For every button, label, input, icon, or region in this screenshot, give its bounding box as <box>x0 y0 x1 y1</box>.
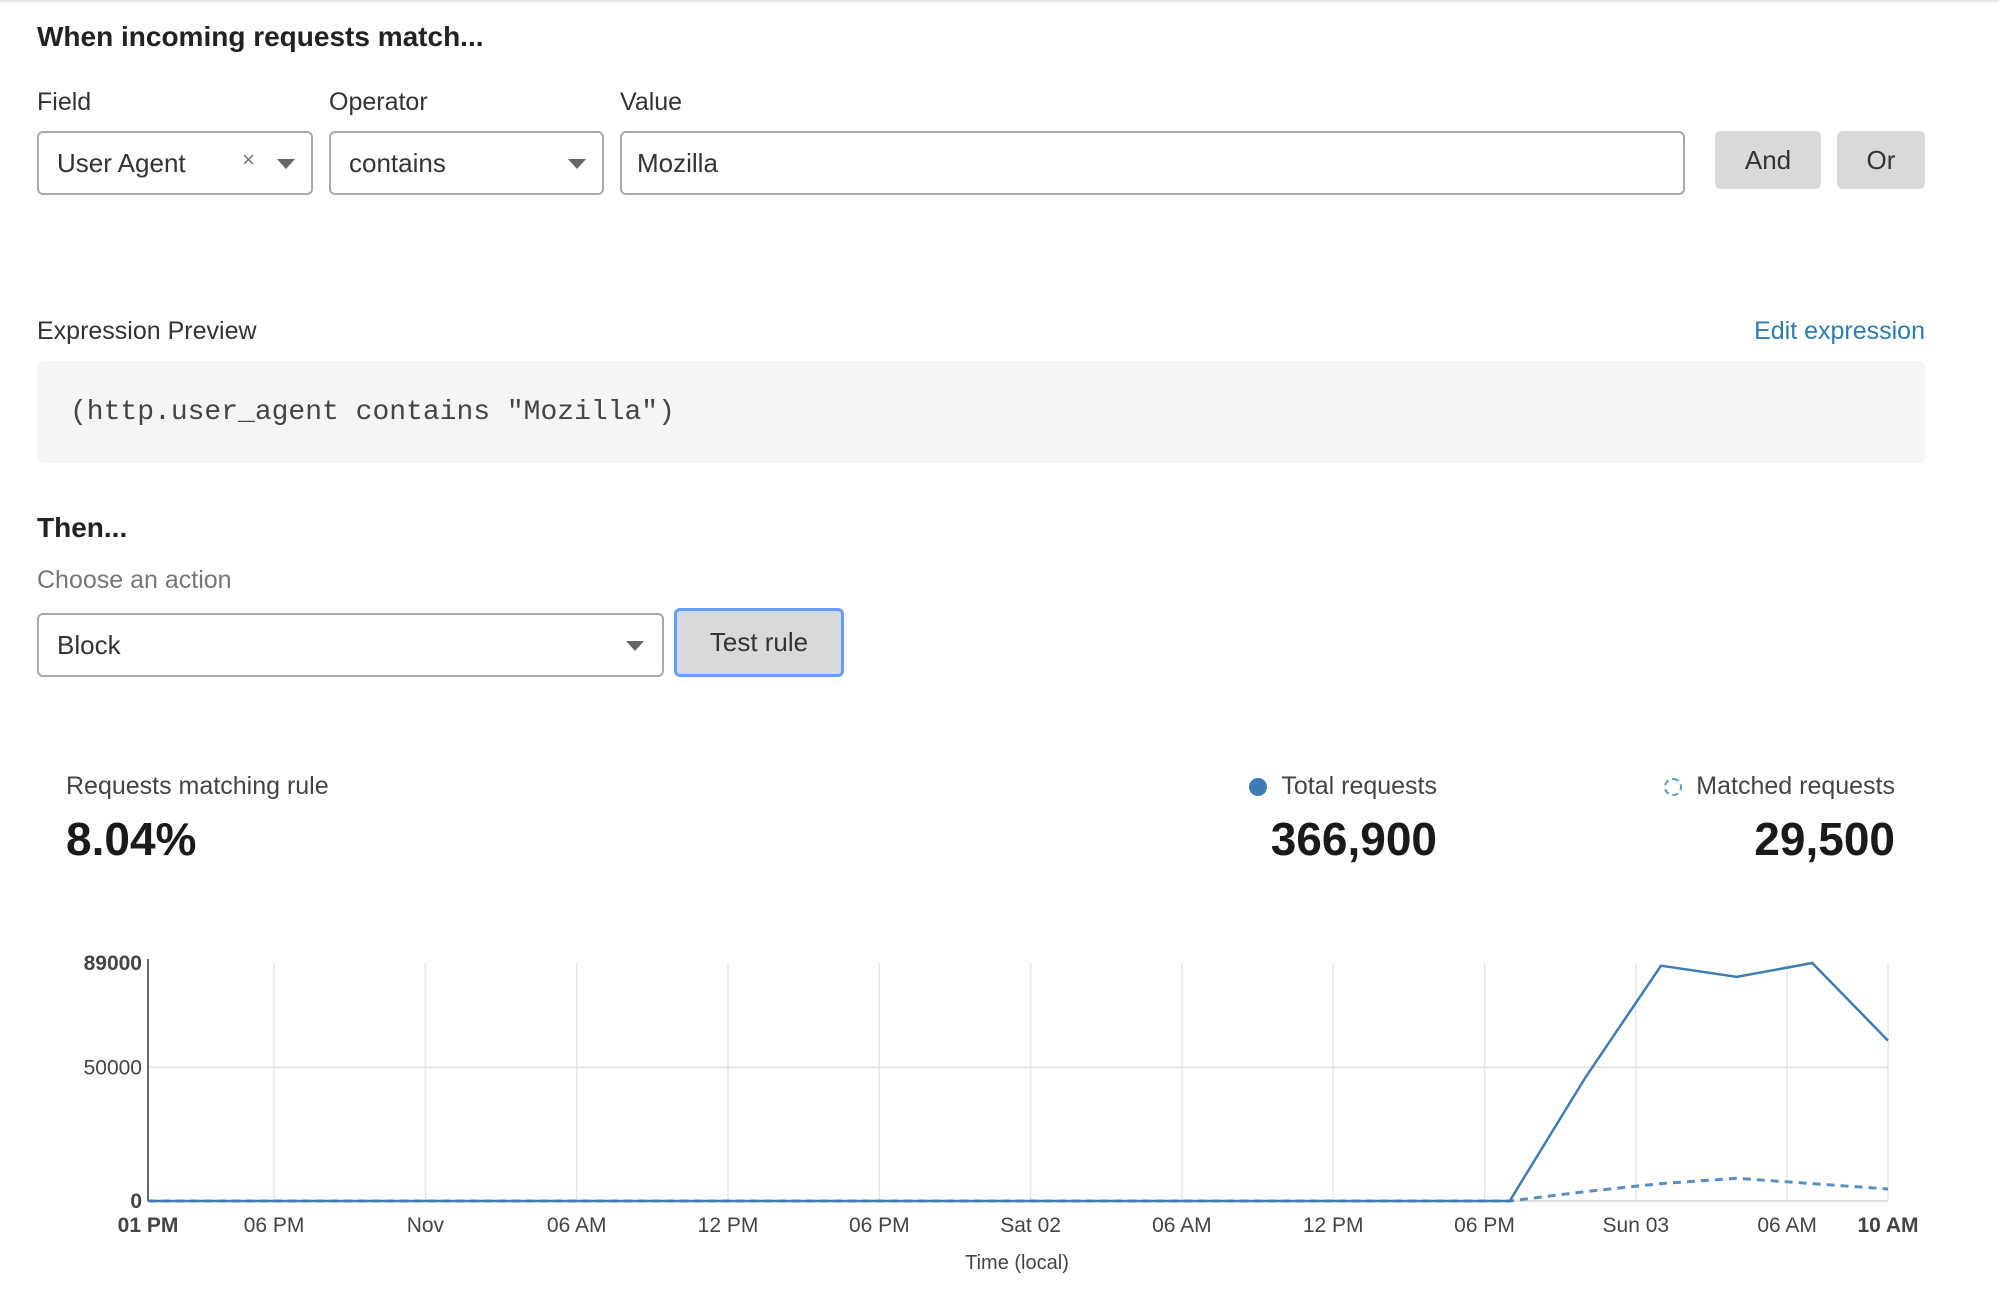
x-tick-label: Sat 02 <box>1000 1214 1061 1237</box>
y-tick-label: 0 <box>130 1190 142 1213</box>
y-tick-label: 89000 <box>84 952 142 975</box>
action-select[interactable]: Block <box>37 613 664 677</box>
value-label: Value <box>620 88 683 116</box>
total-legend: Total requests <box>1249 772 1437 801</box>
conditions-heading: When incoming requests match... <box>37 21 484 52</box>
x-tick-label: 10 AM <box>1857 1214 1918 1237</box>
x-tick-label: 06 AM <box>547 1214 607 1237</box>
test-rule-button[interactable]: Test rule <box>674 608 844 677</box>
total-requests-line <box>148 961 1889 1203</box>
x-tick-label: Nov <box>407 1214 445 1237</box>
chevron-down-icon <box>568 159 586 169</box>
action-select-value: Block <box>57 629 121 660</box>
x-tick-label: 06 AM <box>1152 1214 1212 1237</box>
edit-expression-link[interactable]: Edit expression <box>1754 317 1925 345</box>
total-value: 366,900 <box>1270 813 1437 865</box>
matching-label: Requests matching rule <box>66 772 329 800</box>
then-heading: Then... <box>37 512 128 543</box>
chevron-down-icon <box>626 641 644 651</box>
value-input[interactable]: Mozilla <box>620 131 1685 195</box>
value-input-text: Mozilla <box>637 147 718 178</box>
field-label: Field <box>37 88 92 116</box>
field-select-value: User Agent <box>57 147 186 178</box>
top-divider <box>0 0 1999 2</box>
dashed-circle-icon <box>1664 777 1683 796</box>
requests-chart: 01 PM 06 PM Nov 06 AM 12 PM 06 PM Sat 02 06 AM 1… <box>84 952 1919 1274</box>
operator-label: Operator <box>329 88 428 116</box>
operator-select[interactable]: contains <box>329 131 604 195</box>
or-button[interactable]: Or <box>1837 131 1925 189</box>
x-tick-label: 06 PM <box>244 1214 305 1237</box>
operator-select-value: contains <box>349 147 446 178</box>
expression-preview: (http.user_agent contains "Mozilla") <box>37 361 1925 463</box>
matched-label: Matched requests <box>1696 772 1895 800</box>
x-tick-label: 06 PM <box>849 1214 910 1237</box>
field-select[interactable]: User Agent × <box>37 131 313 195</box>
total-label: Total requests <box>1281 772 1437 800</box>
expression-preview-label: Expression Preview <box>37 317 257 345</box>
y-tick-label: 50000 <box>84 1056 142 1079</box>
clear-icon[interactable]: × <box>242 147 255 172</box>
x-tick-label: 12 PM <box>1303 1214 1364 1237</box>
and-button[interactable]: And <box>1715 131 1821 189</box>
x-tick-label: 12 PM <box>698 1214 759 1237</box>
matched-value: 29,500 <box>1754 813 1895 865</box>
x-tick-label: 06 PM <box>1454 1214 1515 1237</box>
matched-requests-line <box>148 1176 1889 1203</box>
choose-action-label: Choose an action <box>37 566 232 594</box>
x-tick-label: 01 PM <box>118 1214 179 1237</box>
matching-value: 8.04% <box>66 813 197 865</box>
x-axis-title: Time (local) <box>965 1252 1069 1274</box>
matched-legend: Matched requests <box>1664 772 1895 801</box>
x-tick-label: Sun 03 <box>1603 1214 1670 1237</box>
chevron-down-icon <box>277 159 295 169</box>
solid-dot-icon <box>1249 777 1268 796</box>
x-tick-label: 06 AM <box>1757 1214 1817 1237</box>
